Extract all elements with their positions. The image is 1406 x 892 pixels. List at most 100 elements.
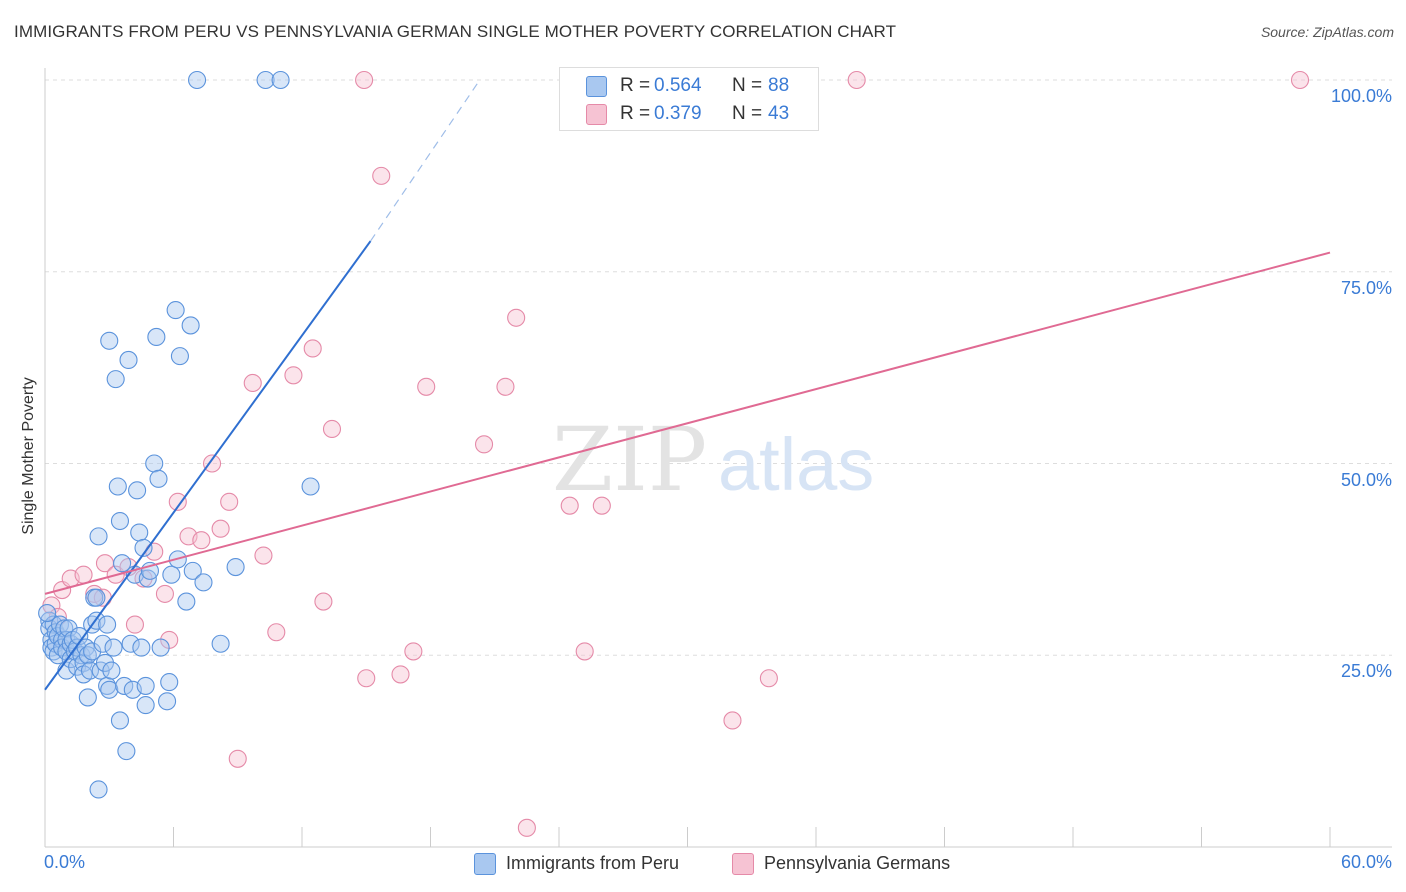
data-point-pa-german [134,569,153,588]
data-point-peru [93,634,112,653]
data-point-peru [147,327,166,346]
trendline-peru-extension [370,79,481,242]
data-point-pa-german [254,546,273,565]
data-point-peru [271,70,290,90]
legend-r-value-peru: 0.564 [654,75,702,96]
watermark: ZIP atlas [552,408,874,511]
data-point-pa-german [847,70,866,90]
data-point-pa-german [314,592,333,611]
data-point-peru [145,454,164,473]
data-point-peru [87,588,106,607]
data-point-peru [110,711,130,730]
data-point-pa-german [155,584,174,603]
y-tick-label: 50.0% [1340,469,1392,490]
data-point-peru [188,70,207,90]
data-point-peru [108,477,127,496]
data-point-pa-german [125,615,144,634]
data-point-peru [102,661,121,680]
data-point-pa-german [74,565,93,584]
bottom-legend-swatch-pa-german [732,853,754,875]
watermark-atlas: atlas [718,423,874,506]
data-point-peru [149,469,168,488]
chart-title: IMMIGRANTS FROM PERU VS PENNSYLVANIA GER… [14,22,897,41]
data-point-peru [128,481,147,500]
data-point-pa-german [391,665,410,684]
legend-r-value-pa-german: 0.379 [654,103,702,124]
legend-n-label: N = [732,103,763,124]
axes [44,68,1392,848]
y-tick-label: 100.0% [1330,86,1392,106]
data-point-peru [100,680,119,699]
data-point-peru [177,592,196,611]
legend-swatch-pa-german [586,104,607,125]
data-point-peru [44,615,63,634]
data-point-peru [211,634,230,653]
series-immigrants-from-peru [38,70,320,799]
data-point-pa-german [303,339,322,358]
y-tick-label: 75.0% [1340,277,1392,298]
legend-swatch-peru [586,76,607,97]
data-point-pa-german [575,642,594,661]
data-point-peru [136,696,155,715]
legend-n-label: N = [732,75,763,96]
data-point-peru [106,370,125,389]
data-point-peru [170,347,189,366]
data-point-pa-german [284,366,303,385]
legend-n-value-pa-german: 43 [768,103,790,124]
data-point-peru [100,331,119,350]
data-point-peru [89,527,108,546]
data-point-peru [78,688,97,707]
data-point-pa-german [759,669,778,688]
data-point-peru [80,661,100,680]
data-point-peru [119,350,138,370]
data-point-pa-german [355,70,374,90]
series-pennsylvania-germans [42,70,1310,837]
trendline-pa-german [44,251,1331,595]
data-point-peru [38,604,57,623]
data-point-peru [89,780,108,799]
data-point-pa-german [404,642,423,661]
data-point-pa-german [723,711,742,730]
data-point-peru [113,554,132,573]
legend-n-value-peru: 88 [768,75,790,96]
data-point-pa-german [322,419,342,439]
data-point-peru [151,638,170,657]
x-tick-label: 60.0% [1340,852,1392,872]
data-point-pa-german [267,623,286,642]
data-point-peru [162,565,181,584]
data-point-peru [132,638,151,657]
data-point-peru [138,569,157,588]
data-point-peru [166,301,185,320]
data-point-peru [121,634,140,653]
data-point-pa-german [507,308,526,327]
data-point-peru [104,638,123,657]
x-tick-label: 0.0% [44,852,86,872]
data-point-peru [130,523,149,542]
bottom-legend-swatch-peru [474,853,496,875]
data-point-pa-german [592,496,611,515]
data-point-peru [110,511,130,531]
data-point-pa-german [203,454,222,473]
data-point-pa-german [517,818,536,837]
bottom-legend-label-pa-german: Pennsylvania Germans [764,853,951,873]
trendline-peru [44,240,372,691]
data-point-peru [160,673,179,692]
correlation-legend: R = 0.564 N = 88 R = 0.379 N = 43 [559,67,819,131]
legend-r-label: R = [620,75,651,96]
trendlines [44,79,1331,691]
source-label: Source: ZipAtlas.com [1260,24,1394,40]
data-point-pa-german [1290,70,1310,90]
data-point-peru [98,615,117,634]
data-point-pa-german [357,669,376,688]
data-point-peru [136,676,155,695]
data-point-pa-german [228,749,247,768]
y-tick-label: 25.0% [1340,661,1392,682]
data-point-pa-german [168,492,187,511]
data-point-peru [194,573,213,592]
data-point-pa-german [496,377,515,396]
data-point-peru [256,70,275,90]
data-point-peru [134,538,153,557]
data-point-peru [53,630,72,649]
data-point-pa-german [192,531,211,550]
